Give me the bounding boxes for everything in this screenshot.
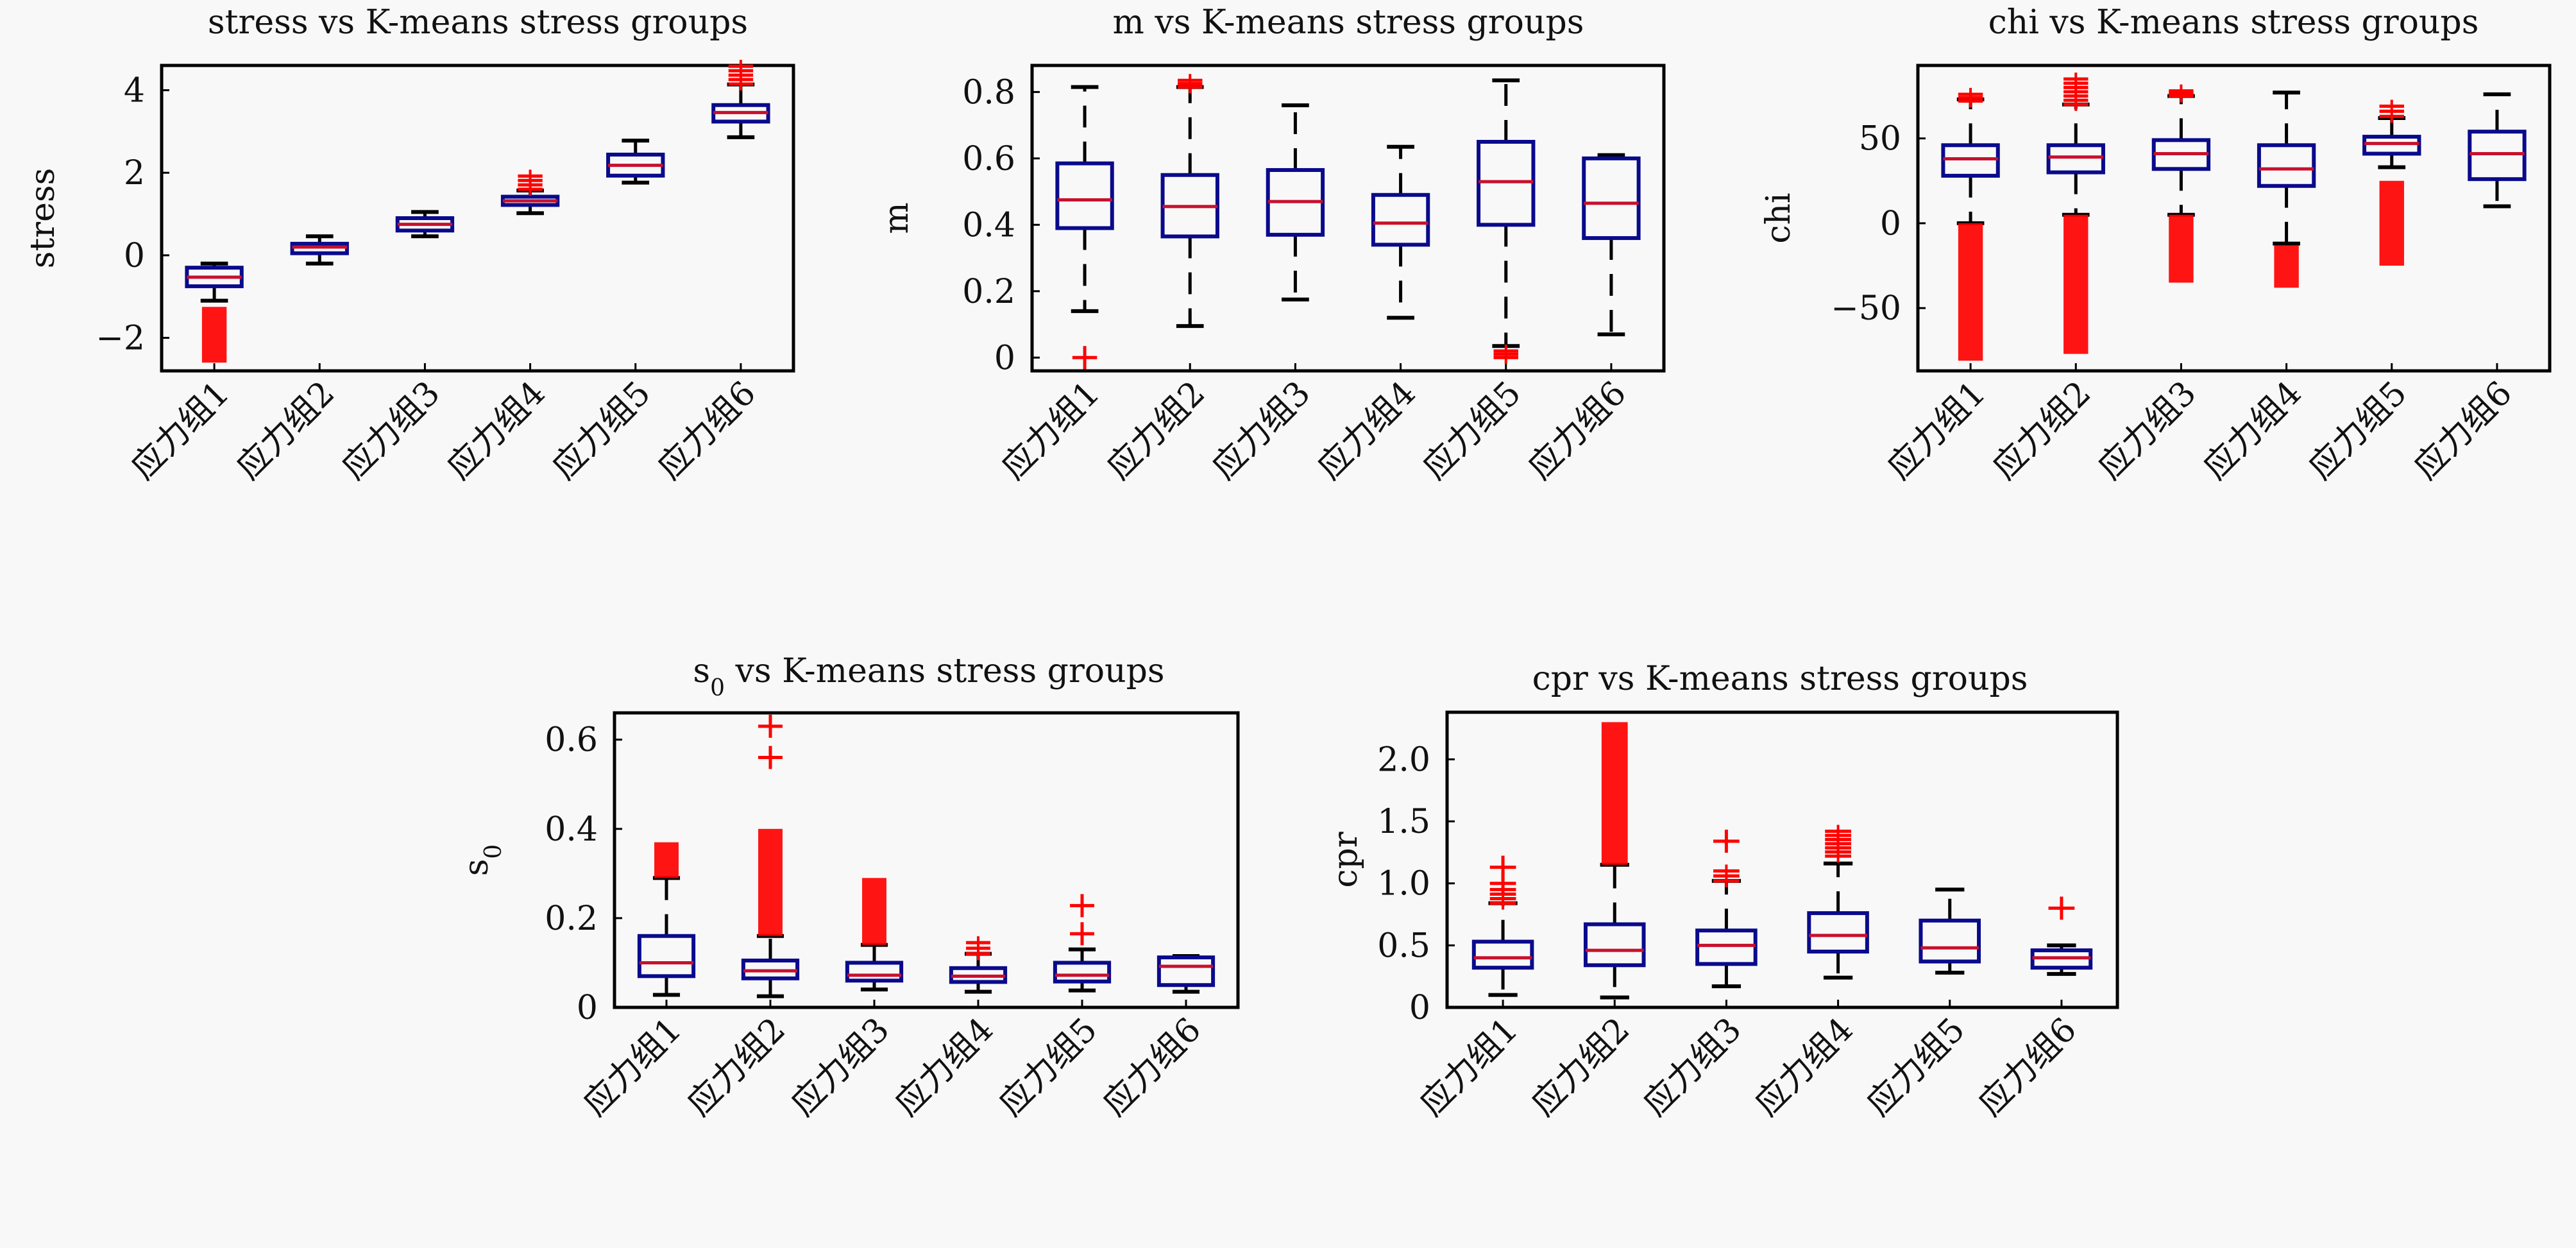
- y-tick-label: 4: [124, 72, 145, 110]
- y-tick-label: 0.2: [962, 273, 1015, 311]
- outlier-cluster: [2063, 214, 2089, 354]
- y-tick-label: 0: [994, 339, 1015, 377]
- y-axis-label: m: [877, 202, 916, 234]
- outlier-cluster: [201, 307, 227, 363]
- outlier-cluster: [1958, 223, 1983, 361]
- y-tick-label: 1.5: [1377, 803, 1430, 841]
- y-axis-label: cpr: [1326, 832, 1365, 887]
- y-tick-label: 2: [124, 154, 145, 192]
- y-tick-label: 0.4: [962, 206, 1015, 244]
- iqr-box: [1371, 192, 1430, 247]
- y-axis-label: stress: [24, 168, 62, 269]
- iqr-box: [2046, 143, 2105, 175]
- iqr-box: [1807, 911, 1869, 954]
- outlier-cluster: [2379, 180, 2404, 266]
- iqr-box: [1471, 939, 1534, 970]
- axes-frame: [160, 64, 795, 373]
- y-tick-label: 0: [1409, 989, 1430, 1027]
- y-tick-label: −2: [96, 320, 145, 358]
- axes-frame: [1445, 710, 2119, 1009]
- iqr-box: [1157, 955, 1216, 987]
- iqr-box: [2257, 143, 2316, 188]
- iqr-box: [1477, 140, 1536, 227]
- iqr-box: [1055, 161, 1114, 230]
- y-tick-label: 0: [124, 237, 145, 275]
- axes-frame: [1916, 64, 2552, 373]
- y-tick-label: 1.0: [1377, 865, 1430, 903]
- axes-frame: [1030, 64, 1666, 373]
- chart-title: chi vs K-means stress groups: [1988, 3, 2479, 42]
- chart-title: stress vs K-means stress groups: [208, 3, 748, 42]
- iqr-box: [637, 934, 696, 979]
- iqr-box: [1053, 961, 1112, 984]
- y-tick-label: 0.6: [545, 721, 598, 760]
- chart-title: m vs K-means stress groups: [1113, 3, 1584, 42]
- iqr-box: [1582, 156, 1641, 241]
- y-axis-label: s0: [457, 844, 507, 876]
- y-tick-label: −50: [1831, 289, 1901, 328]
- y-tick-label: 50: [1859, 120, 1901, 158]
- y-tick-label: 2.0: [1377, 740, 1430, 779]
- outlier-cluster: [654, 842, 679, 878]
- y-tick-label: 0.6: [962, 140, 1015, 178]
- iqr-box: [2468, 130, 2527, 182]
- outlier-cluster: [1601, 722, 1628, 865]
- iqr-box: [1583, 922, 1646, 968]
- iqr-box: [845, 961, 904, 983]
- y-axis-label: chi: [1759, 192, 1798, 243]
- y-tick-label: 0.8: [962, 73, 1015, 112]
- y-tick-label: 0: [577, 989, 598, 1027]
- iqr-box: [1695, 928, 1758, 966]
- outlier-cluster: [2274, 245, 2299, 288]
- y-tick-label: 0.2: [545, 900, 598, 938]
- iqr-box: [1941, 143, 2000, 178]
- y-tick-label: 0.4: [545, 810, 598, 849]
- y-tick-label: 0: [1880, 205, 1901, 243]
- outlier-cluster: [758, 828, 783, 936]
- chart-title: s0 vs K-means stress groups: [693, 652, 1164, 701]
- y-tick-label: 0.5: [1377, 927, 1430, 965]
- chart-title: cpr vs K-means stress groups: [1532, 660, 2028, 698]
- iqr-box: [1919, 918, 1981, 964]
- iqr-box: [2362, 135, 2421, 156]
- outlier-cluster: [2169, 214, 2194, 283]
- outlier-cluster: [862, 878, 886, 945]
- axes-frame: [613, 711, 1240, 1009]
